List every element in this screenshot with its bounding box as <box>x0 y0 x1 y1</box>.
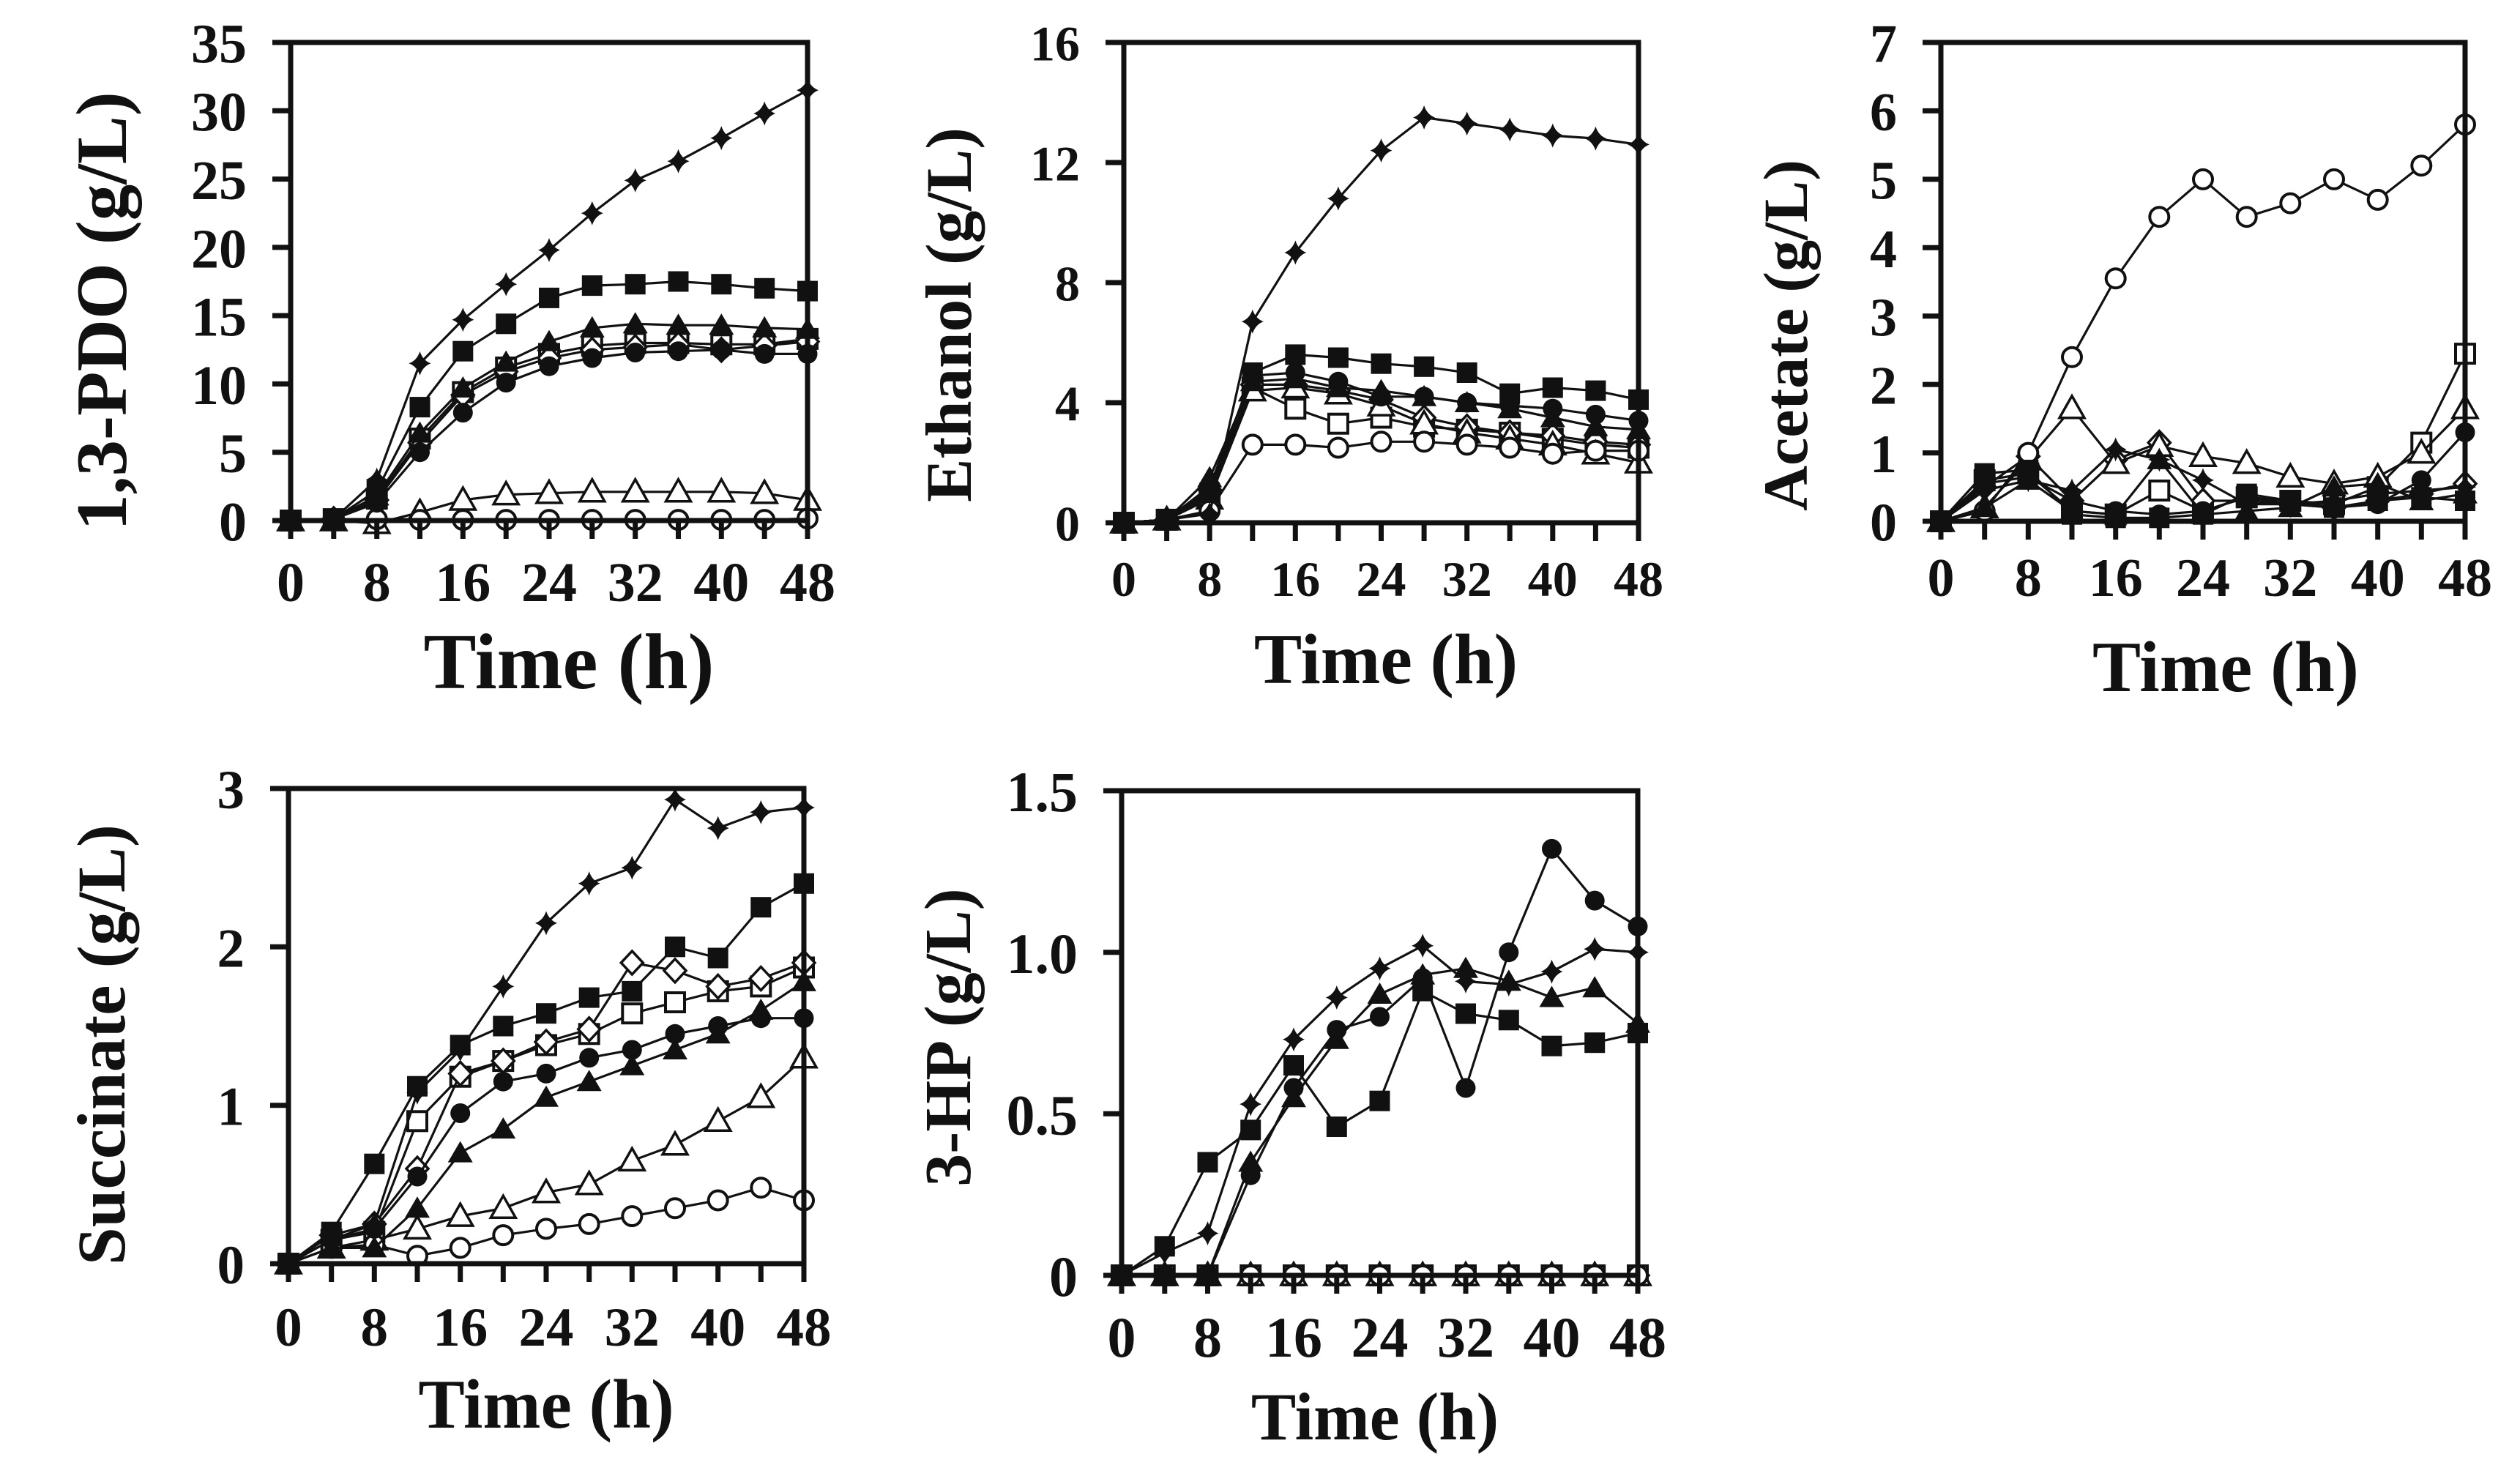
svg-text:16: 16 <box>2089 548 2143 608</box>
svg-text:5: 5 <box>1870 152 1897 212</box>
svg-text:1,3-PDO (g/L): 1,3-PDO (g/L) <box>62 92 142 530</box>
svg-text:Time (h): Time (h) <box>1251 1379 1499 1454</box>
svg-text:1: 1 <box>1870 425 1897 485</box>
svg-text:24: 24 <box>1357 551 1406 607</box>
svg-text:24: 24 <box>519 1297 574 1358</box>
svg-text:Succinate (g/L): Succinate (g/L) <box>64 824 140 1265</box>
svg-text:32: 32 <box>1437 1305 1494 1369</box>
svg-text:Time (h): Time (h) <box>424 619 715 706</box>
svg-text:Time (h): Time (h) <box>2092 627 2359 707</box>
svg-text:3-HP (g/L): 3-HP (g/L) <box>912 888 985 1186</box>
svg-text:32: 32 <box>1442 551 1492 607</box>
svg-text:25: 25 <box>191 150 247 212</box>
svg-text:40: 40 <box>2351 548 2405 608</box>
svg-text:48: 48 <box>780 552 835 614</box>
svg-text:12: 12 <box>1030 135 1080 191</box>
svg-text:Time (h): Time (h) <box>1254 620 1518 699</box>
svg-text:40: 40 <box>1528 551 1578 607</box>
svg-text:24: 24 <box>521 552 577 614</box>
svg-text:0: 0 <box>217 1235 245 1296</box>
svg-text:5: 5 <box>219 423 247 485</box>
svg-text:0: 0 <box>1055 496 1080 551</box>
svg-text:0: 0 <box>1111 551 1136 607</box>
svg-text:48: 48 <box>1614 551 1663 607</box>
svg-text:40: 40 <box>690 1297 745 1358</box>
svg-text:0: 0 <box>1108 1305 1136 1369</box>
svg-text:0: 0 <box>1049 1245 1078 1308</box>
svg-text:30: 30 <box>191 82 247 143</box>
svg-text:8: 8 <box>1197 551 1222 607</box>
svg-text:24: 24 <box>2176 548 2230 608</box>
svg-text:0: 0 <box>219 491 247 553</box>
svg-text:48: 48 <box>1609 1305 1666 1369</box>
svg-text:0.5: 0.5 <box>1007 1083 1078 1147</box>
svg-text:Time (h): Time (h) <box>418 1365 674 1443</box>
svg-text:15: 15 <box>191 286 247 348</box>
svg-text:1: 1 <box>217 1077 245 1138</box>
svg-text:2: 2 <box>1870 357 1897 417</box>
svg-text:0: 0 <box>277 552 305 614</box>
svg-text:8: 8 <box>363 552 391 614</box>
svg-text:32: 32 <box>605 1297 660 1358</box>
svg-text:2: 2 <box>217 918 245 979</box>
svg-text:Acetate (g/L): Acetate (g/L) <box>1751 160 1821 511</box>
svg-text:40: 40 <box>693 552 749 614</box>
svg-text:0: 0 <box>1928 548 1955 608</box>
svg-text:8: 8 <box>1055 256 1080 311</box>
svg-text:7: 7 <box>1870 15 1897 75</box>
svg-text:48: 48 <box>2438 548 2492 608</box>
svg-text:32: 32 <box>2263 548 2317 608</box>
svg-text:48: 48 <box>777 1297 832 1358</box>
svg-text:6: 6 <box>1870 83 1897 143</box>
svg-text:16: 16 <box>1265 1305 1322 1369</box>
svg-text:1.0: 1.0 <box>1007 922 1078 985</box>
svg-text:40: 40 <box>1524 1305 1581 1369</box>
svg-text:16: 16 <box>433 1297 488 1358</box>
svg-text:10: 10 <box>191 355 247 417</box>
svg-text:Ethanol (g/L): Ethanol (g/L) <box>914 127 985 502</box>
svg-text:16: 16 <box>1030 15 1080 71</box>
svg-text:1.5: 1.5 <box>1007 760 1078 824</box>
svg-text:0: 0 <box>1870 493 1897 553</box>
svg-text:0: 0 <box>275 1297 302 1358</box>
svg-text:16: 16 <box>1270 551 1320 607</box>
svg-text:35: 35 <box>191 13 247 75</box>
svg-text:8: 8 <box>2015 548 2042 608</box>
svg-text:24: 24 <box>1352 1305 1409 1369</box>
svg-text:16: 16 <box>435 552 491 614</box>
svg-text:8: 8 <box>361 1297 389 1358</box>
svg-text:3: 3 <box>1870 288 1897 348</box>
svg-text:3: 3 <box>217 760 245 821</box>
svg-text:20: 20 <box>191 218 247 280</box>
svg-text:4: 4 <box>1055 376 1080 431</box>
svg-text:32: 32 <box>608 552 663 614</box>
svg-text:8: 8 <box>1193 1305 1222 1369</box>
svg-text:4: 4 <box>1870 220 1897 280</box>
